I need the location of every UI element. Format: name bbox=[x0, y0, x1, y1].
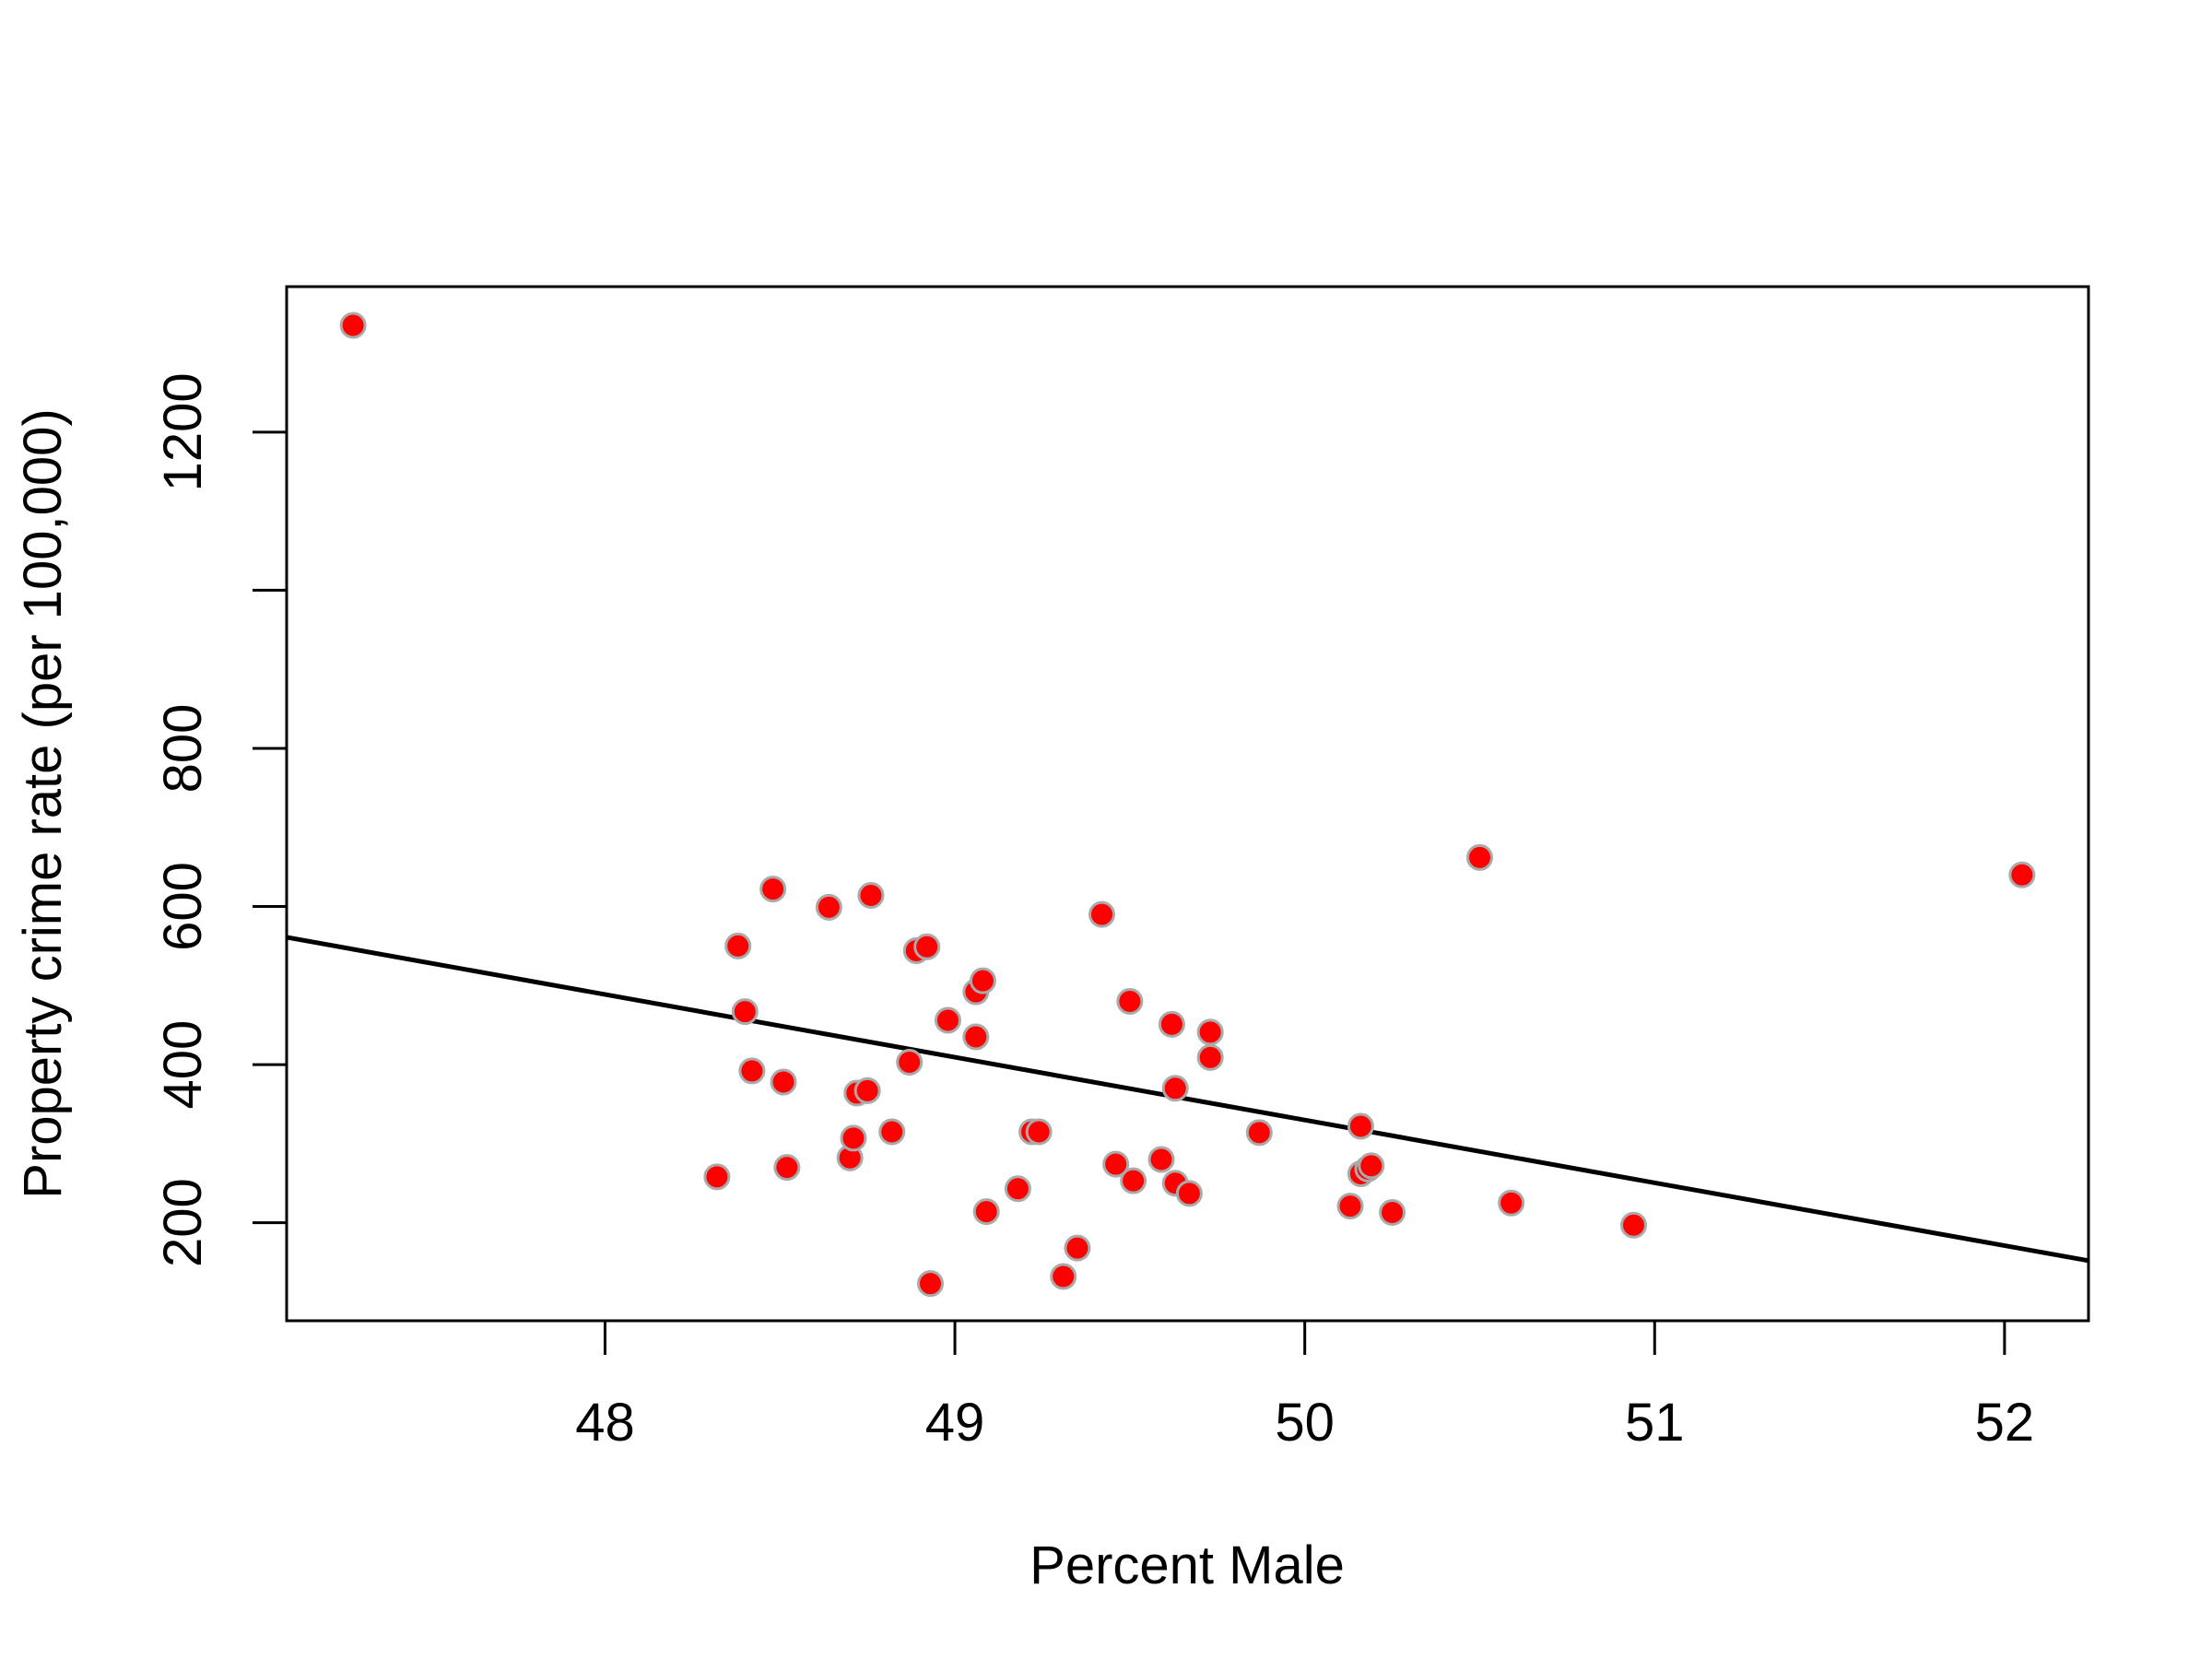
data-point bbox=[1025, 1118, 1053, 1146]
y-tick-label: 1200 bbox=[153, 372, 213, 491]
y-axis: 200 400 600 800 1200 bbox=[153, 372, 287, 1267]
x-axis: 48 49 50 51 52 bbox=[575, 1321, 2034, 1453]
data-point bbox=[1050, 1263, 1077, 1290]
data-point bbox=[1336, 1193, 1364, 1220]
data-point bbox=[703, 1163, 731, 1191]
data-point bbox=[1196, 1043, 1224, 1071]
data-point bbox=[1196, 1018, 1224, 1046]
data-point bbox=[1245, 1119, 1273, 1147]
data-point bbox=[878, 1118, 906, 1146]
data-point bbox=[853, 1077, 881, 1104]
x-tick-label: 48 bbox=[575, 1393, 635, 1453]
data-point bbox=[934, 1006, 961, 1034]
data-point bbox=[724, 932, 752, 959]
data-point bbox=[1161, 1075, 1189, 1102]
data-point bbox=[731, 998, 759, 1026]
regression-layer bbox=[286, 935, 2089, 1264]
x-tick-label: 52 bbox=[1975, 1393, 2035, 1453]
data-point bbox=[1347, 1112, 1374, 1140]
data-point bbox=[1004, 1175, 1031, 1203]
y-tick-label: 800 bbox=[153, 704, 213, 794]
x-tick-label: 49 bbox=[925, 1393, 985, 1453]
data-point bbox=[972, 1198, 1000, 1226]
data-point bbox=[969, 967, 996, 994]
data-point bbox=[1620, 1211, 1648, 1239]
regression-line bbox=[286, 935, 2089, 1264]
y-tick-label: 400 bbox=[153, 1020, 213, 1110]
y-axis-label: Property crime rate (per 100,000) bbox=[13, 408, 73, 1198]
data-point bbox=[1116, 987, 1144, 1015]
data-point bbox=[759, 876, 787, 903]
data-point bbox=[1102, 1150, 1130, 1178]
data-point bbox=[738, 1057, 766, 1085]
data-point bbox=[1120, 1167, 1147, 1194]
data-point bbox=[815, 893, 842, 921]
plot-frame bbox=[285, 285, 2090, 1323]
data-point bbox=[1465, 843, 1493, 871]
data-point bbox=[913, 933, 941, 960]
y-tick-label: 600 bbox=[153, 862, 213, 951]
data-point bbox=[1379, 1198, 1406, 1226]
data-point bbox=[770, 1068, 797, 1096]
data-point bbox=[962, 1023, 990, 1051]
data-point bbox=[1498, 1189, 1525, 1217]
y-tick-label: 200 bbox=[153, 1178, 213, 1267]
data-point bbox=[916, 1270, 944, 1298]
data-point bbox=[773, 1154, 801, 1182]
data-point bbox=[840, 1124, 867, 1152]
data-point bbox=[1064, 1234, 1091, 1262]
data-point bbox=[896, 1049, 924, 1076]
x-tick-label: 50 bbox=[1275, 1393, 1335, 1453]
data-point bbox=[1088, 900, 1115, 928]
points-layer bbox=[339, 312, 2036, 1298]
data-point bbox=[1147, 1146, 1175, 1173]
data-point bbox=[857, 882, 885, 910]
x-tick-label: 51 bbox=[1625, 1393, 1685, 1453]
data-point bbox=[1358, 1152, 1385, 1180]
x-axis-label: Percent Male bbox=[1030, 1535, 1345, 1595]
data-point bbox=[1175, 1180, 1203, 1207]
data-point bbox=[1158, 1010, 1185, 1038]
data-point bbox=[2008, 861, 2036, 888]
data-point bbox=[339, 312, 367, 339]
